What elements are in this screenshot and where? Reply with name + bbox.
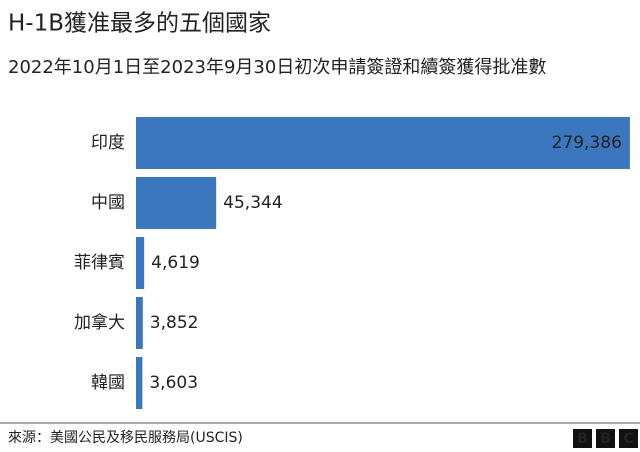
y-tick-label: 韓國 [91,373,125,393]
y-tick-label: 菲律賓 [74,253,125,273]
chart-subtitle: 2022年10月1日至2023年9月30日初次申請簽證和續簽獲得批准數 [8,57,546,78]
bar [136,177,217,229]
logo-letter: B [600,431,611,447]
data-label: 4,619 [151,253,200,273]
data-label: 45,344 [223,193,282,213]
chart-title: H-1B獲准最多的五個國家 [8,11,271,37]
y-tick-label: 印度 [91,133,125,153]
logo-box [619,429,638,448]
data-label: 279,386 [552,133,622,153]
data-label: 3,603 [149,373,198,393]
y-tick-label: 中國 [91,193,125,213]
source: 來源：美國公民及移民服務局(USCIS) [8,430,243,446]
data-label: 3,852 [150,313,199,333]
bar [136,297,143,349]
logo-box [573,429,592,448]
logo-box [596,429,615,448]
bar [136,117,630,169]
logo-letter: C [623,431,633,447]
logo-letter: B [577,431,588,447]
bar [136,357,143,409]
y-tick-label: 加拿大 [74,312,125,333]
bar [136,237,145,289]
